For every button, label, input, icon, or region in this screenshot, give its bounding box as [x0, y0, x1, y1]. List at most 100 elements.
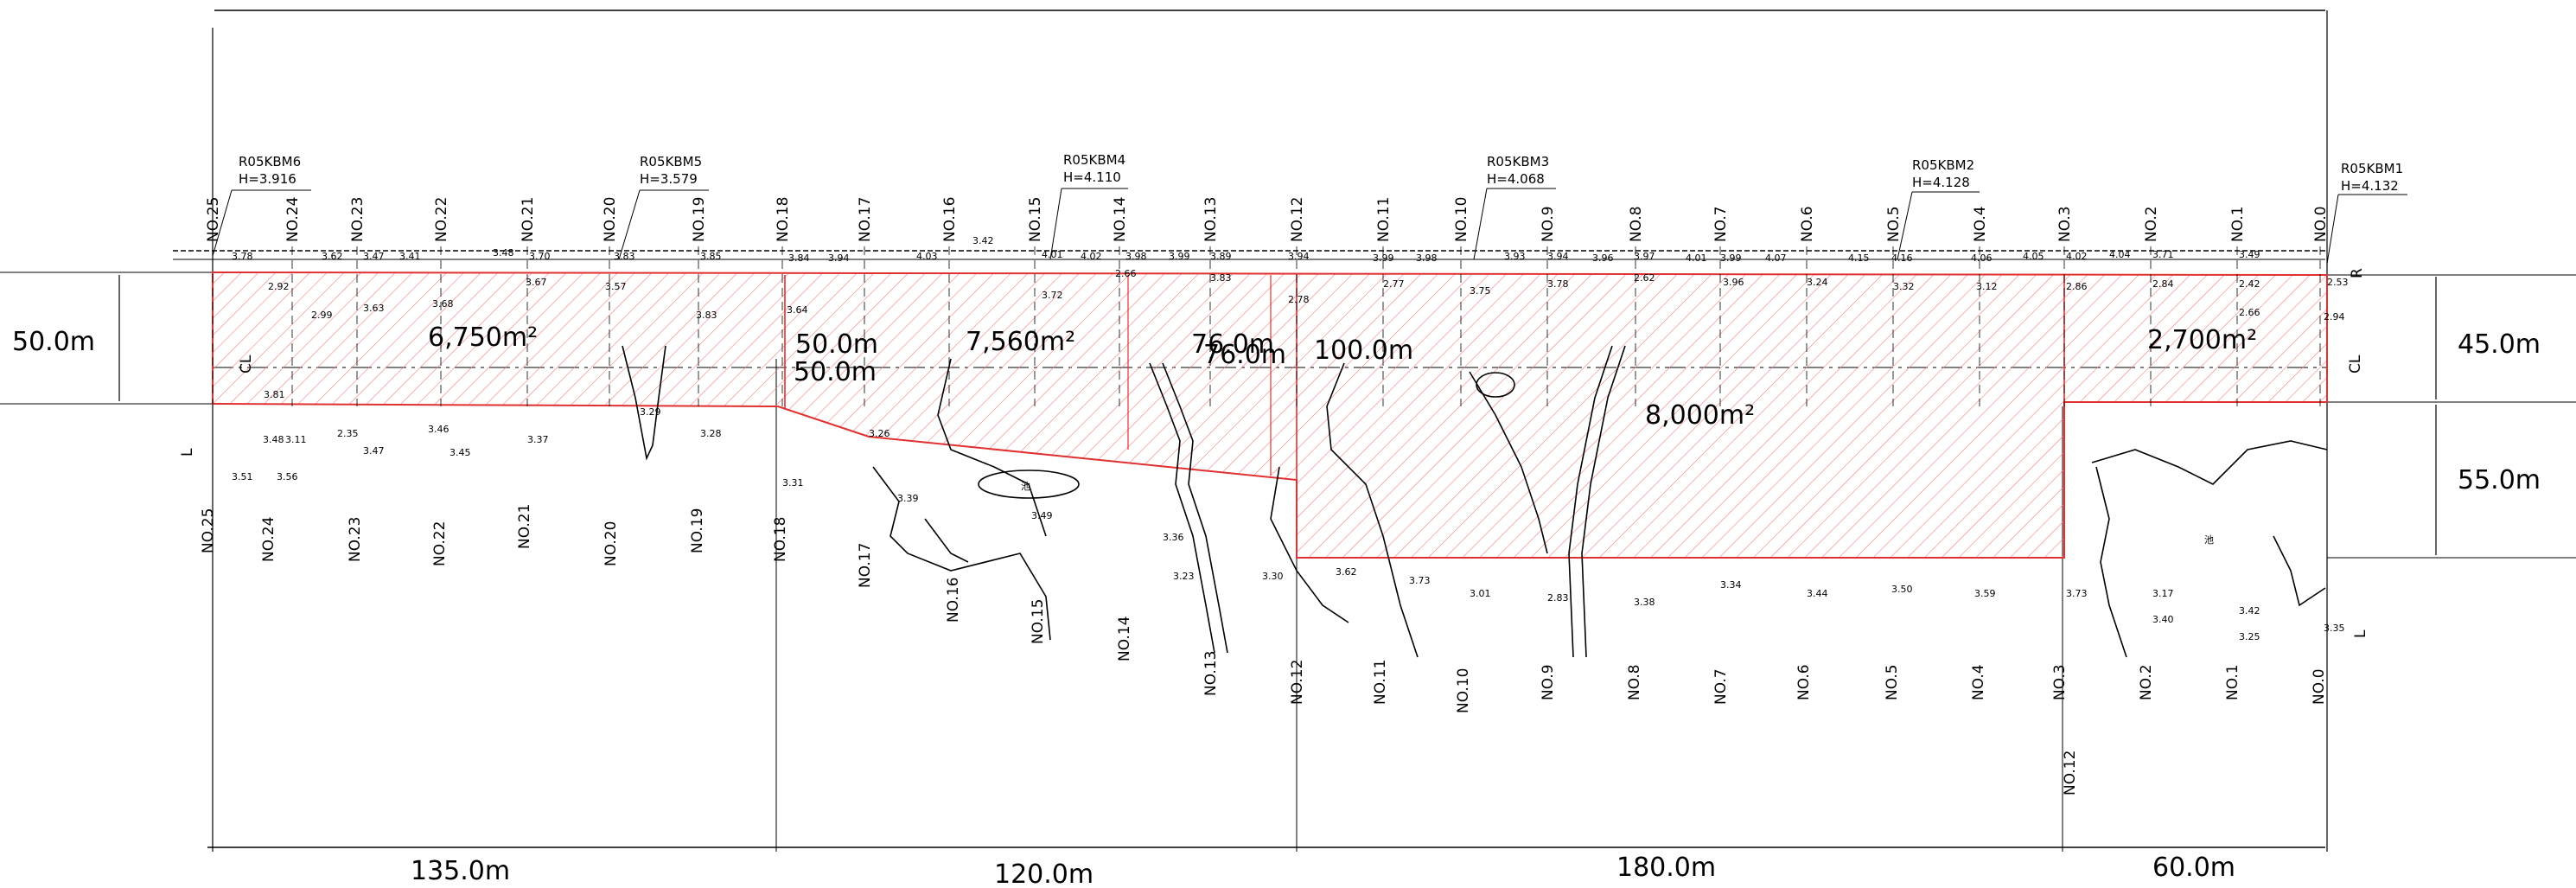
spot-elevation: 2.66 — [2239, 307, 2260, 318]
spot-elevation: 3.25 — [2239, 631, 2260, 642]
length-2: 120.0m — [994, 859, 1094, 888]
spot-elevation: 3.40 — [2152, 614, 2174, 625]
spot-elevation: 3.49 — [1031, 510, 1053, 521]
spot-elevation: 2.94 — [2324, 311, 2345, 323]
spot-elevation: 3.78 — [232, 251, 253, 262]
station-label-bottom: NO.4 — [1970, 664, 1987, 700]
spot-elevation: 3.11 — [285, 434, 307, 445]
spot-elevation: 3.23 — [1173, 571, 1195, 582]
spot-elevation: 3.98 — [1125, 251, 1147, 262]
spot-elevation: 3.64 — [787, 304, 808, 316]
spot-elevation: 3.28 — [700, 428, 722, 439]
station-label-top: NO.23 — [349, 197, 367, 242]
spot-elevation: 3.17 — [2152, 588, 2174, 599]
spot-elevation: 3.83 — [1210, 272, 1232, 284]
spot-elevation: 3.29 — [640, 406, 661, 418]
benchmark-name: R05KBM3 — [1487, 154, 1549, 169]
spot-elevation: 3.94 — [1547, 251, 1569, 262]
spot-elevation: 2.78 — [1288, 294, 1310, 305]
station-label-top: NO.15 — [1027, 197, 1044, 242]
spot-elevation: 4.16 — [1891, 252, 1913, 264]
station-label-bottom: NO.25 — [200, 508, 217, 553]
benchmark-kbm5: R05KBM5 H=3.579 — [618, 154, 709, 260]
spot-elevation: 2.53 — [2327, 277, 2349, 288]
spot-elevation: 3.73 — [2066, 588, 2088, 599]
spot-elevation: 3.46 — [428, 424, 450, 435]
station-label-bottom: NO.23 — [347, 517, 364, 562]
station-label-top: NO.7 — [1712, 206, 1730, 242]
zone-area-c: 7,560m² — [966, 327, 1075, 357]
spot-elevation: 3.98 — [1416, 252, 1438, 264]
benchmark-name: R05KBM6 — [239, 154, 301, 169]
spot-elevation: 3.75 — [1470, 285, 1491, 297]
station-label-top: NO.21 — [520, 197, 537, 242]
pond-label: 池 — [1021, 481, 1030, 492]
spot-elevation: 3.01 — [1470, 588, 1491, 599]
spot-elevation: 3.47 — [363, 445, 385, 457]
right-marker: R — [2349, 268, 2366, 278]
spot-elevation: 3.41 — [399, 251, 421, 262]
station-label-bottom: NO.11 — [1372, 660, 1389, 705]
station-label-bottom: NO.15 — [1030, 599, 1047, 644]
spot-elevation: 3.42 — [972, 235, 994, 246]
terrain-features — [622, 345, 2328, 658]
station-label-bottom: NO.10 — [1455, 668, 1472, 713]
station-labels-bottom: NO.25 NO.24 NO.23 NO.22 NO.21 NO.20 NO.19 NO.18… — [200, 504, 2328, 713]
benchmark-elevation: H=4.110 — [1063, 169, 1121, 185]
station-label-top: NO.13 — [1202, 197, 1220, 242]
spot-elevation: 3.32 — [1893, 281, 1915, 292]
station-label-top: NO.19 — [691, 197, 708, 242]
station-label-top: NO.4 — [1972, 206, 1989, 242]
spot-elevation: 3.78 — [1547, 278, 1569, 290]
spot-elevation: 3.83 — [696, 310, 717, 321]
station-label-top: NO.11 — [1375, 197, 1393, 242]
spot-elevation: 3.31 — [782, 477, 804, 489]
station-label-top: NO.14 — [1112, 197, 1129, 242]
station-label-top: NO.2 — [2143, 206, 2160, 242]
station-label-bottom: NO.8 — [1626, 664, 1643, 700]
station-label-top: NO.12 — [1289, 197, 1306, 242]
spot-elevation: 3.70 — [529, 251, 551, 262]
station-label-bottom: NO.14 — [1116, 616, 1133, 661]
benchmark-kbm4: R05KBM4 H=4.110 — [1049, 152, 1128, 260]
spot-elevation: 3.30 — [1262, 571, 1284, 582]
station-label-top: NO.22 — [433, 197, 450, 242]
spot-elevation: 2.99 — [311, 310, 333, 321]
station-label-top: NO.8 — [1628, 206, 1645, 242]
station-label-top: NO.17 — [857, 197, 874, 242]
spot-elevation: 3.47 — [363, 251, 385, 262]
spot-elevation: 3.49 — [2239, 249, 2260, 260]
spot-elevation: 2.92 — [268, 281, 290, 292]
station-label-bottom: NO.21 — [516, 504, 533, 549]
spot-elevation: 4.04 — [2109, 249, 2131, 260]
station-label-top: NO.9 — [1540, 206, 1557, 242]
zone-area-f: 2,700m² — [2147, 325, 2257, 355]
benchmark-elevation: H=4.132 — [2341, 178, 2399, 194]
spot-elevation: 3.48 — [493, 247, 514, 259]
spot-elevation: 3.83 — [614, 251, 635, 262]
station-label-top: NO.1 — [2229, 206, 2247, 242]
spot-elevation: 3.99 — [1169, 251, 1190, 262]
station-label-top: NO.25 — [205, 197, 222, 242]
benchmark-name: R05KBM2 — [1912, 157, 1974, 173]
spot-elevation: 3.50 — [1891, 584, 1913, 595]
station-label-bottom: NO.7 — [1712, 668, 1730, 705]
spot-elevation: 2.83 — [1547, 592, 1569, 604]
spot-elevation: 3.39 — [897, 493, 919, 504]
spot-elevation: 2.86 — [2066, 281, 2088, 292]
zone-width-d1: 76.0m — [1191, 329, 1274, 360]
spot-elevation: 4.05 — [2023, 251, 2044, 262]
station-label-bottom: NO.16 — [945, 578, 962, 623]
station-label-bottom: NO.20 — [603, 521, 620, 566]
spot-elevation: 4.02 — [1081, 251, 1102, 262]
station-labels-top: NO.25 NO.24 NO.23 NO.22 NO.21 NO.20 NO.19 NO.18… — [205, 197, 2330, 406]
zone-width-d2: 76.0m — [1203, 340, 1286, 370]
station-label-top: NO.5 — [1885, 206, 1903, 242]
zone-width-b2: 50.0m — [794, 357, 877, 387]
station-label-bottom: NO.1 — [2224, 664, 2241, 700]
spot-elevation: 2.77 — [1383, 278, 1405, 290]
benchmark-elevation: H=4.068 — [1487, 171, 1545, 187]
spot-elevation: 3.44 — [1807, 588, 1828, 599]
width-left: 50.0m — [12, 327, 95, 357]
spot-elevation: 3.94 — [828, 252, 850, 264]
